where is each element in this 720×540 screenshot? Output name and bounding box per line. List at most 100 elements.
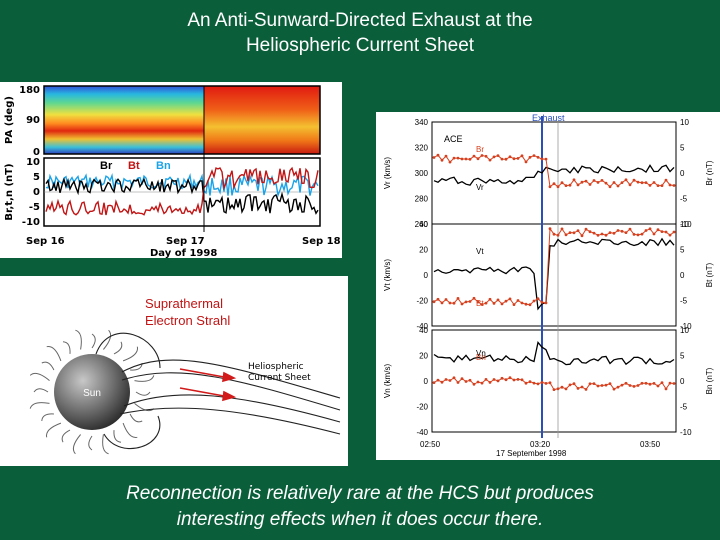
ace-b-point	[620, 229, 624, 233]
ace-b-point	[444, 154, 448, 158]
ace-b-point	[544, 301, 548, 305]
sun-icon	[54, 354, 130, 430]
ace-b-point	[464, 300, 468, 304]
ace-b-point	[508, 376, 512, 380]
ace-b-point	[448, 301, 452, 305]
ace-right-tick: 10	[680, 118, 689, 127]
ace-left-tick: 0	[424, 271, 429, 280]
ace-b-point	[596, 233, 600, 237]
ace-b-point	[636, 384, 640, 387]
legend-bt: Bt	[128, 160, 140, 172]
ace-b-point	[596, 181, 600, 184]
ace-b-point	[544, 157, 548, 161]
ace-b-point	[572, 382, 576, 386]
ace-b-point	[556, 185, 560, 189]
ace-b-point	[492, 302, 496, 305]
field-lines	[95, 332, 341, 450]
ace-left-tick: -40	[416, 428, 428, 437]
ace-b-point	[452, 376, 456, 380]
sun-ray	[29, 372, 50, 381]
ace-b-point	[480, 381, 484, 385]
ace-b-point	[648, 382, 652, 386]
slide-title: An Anti-Sunward-Directed Exhaust at the …	[0, 8, 720, 58]
ace-b-point	[464, 157, 468, 161]
ace-left-tick: -20	[416, 403, 428, 412]
ace-b-point	[444, 298, 448, 301]
hcs-label-line-2: Current Sheet	[248, 373, 311, 383]
ace-b-point	[436, 378, 440, 382]
ace-b-point	[664, 230, 668, 234]
ace-b-point	[604, 233, 608, 237]
ace-v-trace	[433, 237, 675, 311]
ace-b-point	[624, 381, 628, 385]
ace-right-tick: -5	[680, 297, 688, 306]
ace-b-label: Br	[476, 145, 484, 154]
pitch-angle-figure: PA (deg) Br,t,n (nT) 180 90 0 10 5 0 -5 -10 Br …	[0, 82, 342, 258]
sun-ray	[46, 346, 62, 362]
ace-date-label: 17 September 1998	[496, 449, 567, 458]
ace-b-point	[628, 384, 632, 387]
ace-subplot	[431, 223, 677, 327]
ace-b-point	[536, 297, 540, 301]
ace-b-point	[472, 382, 476, 386]
ace-b-point	[656, 184, 660, 187]
ace-b-point	[592, 231, 596, 235]
ace-b-point	[552, 388, 556, 391]
strahl-arrows	[179, 368, 237, 402]
ace-v-trace	[433, 164, 675, 186]
ace-b-point	[660, 230, 664, 233]
ace-left-tick: -40	[416, 322, 428, 331]
ace-b-point	[500, 376, 504, 380]
sun-ray	[113, 341, 123, 355]
ace-b-point	[524, 381, 528, 385]
ace-b-point	[480, 154, 484, 157]
ace-b-point	[576, 229, 580, 232]
ace-b-point	[584, 179, 588, 183]
caption-line-1: Reconnection is relatively rare at the H…	[126, 483, 594, 504]
ace-b-point	[472, 154, 476, 158]
ace-b-point	[484, 301, 488, 305]
ace-xtick-0: 02:50	[420, 440, 441, 449]
ace-right-tick: -10	[680, 428, 692, 437]
ace-b-point	[508, 155, 512, 159]
ace-b-point	[484, 378, 488, 381]
ace-left-tick: 300	[415, 169, 429, 178]
ace-b-point	[432, 300, 436, 304]
field-ytick: 0	[33, 187, 40, 198]
ace-b-point	[496, 379, 500, 383]
ace-left-tick: 0	[424, 377, 429, 386]
ace-b-point	[616, 229, 620, 232]
ace-b-point	[496, 154, 500, 157]
ace-b-point	[492, 378, 496, 381]
ace-b-point	[520, 378, 524, 382]
sun-ray	[62, 341, 71, 354]
ace-v-trace	[433, 340, 675, 366]
ace-b-point	[448, 160, 452, 164]
ace-left-tick: 280	[415, 195, 429, 204]
ace-b-point	[672, 230, 676, 234]
ace-b-point	[560, 385, 564, 389]
ace-b-point	[536, 382, 540, 386]
ace-b-point	[628, 227, 632, 231]
ace-b-point	[500, 157, 504, 161]
pa-xtick-1: Sep 17	[166, 236, 205, 247]
spectrogram-pre	[44, 86, 204, 154]
ace-b-point	[452, 301, 456, 305]
sun-ray	[129, 413, 143, 423]
pa-ytick: 90	[26, 115, 40, 126]
ace-b-point	[560, 181, 564, 185]
ace-b-point	[600, 232, 604, 236]
ace-b-point	[596, 384, 600, 388]
ace-right-tick: -10	[680, 220, 692, 229]
ace-left-tick: 20	[419, 352, 428, 361]
pa-xtick-0: Sep 16	[26, 236, 65, 247]
strahl-label-line-1: Suprathermal	[145, 296, 223, 311]
ace-b-point	[664, 387, 668, 391]
ace-b-point	[624, 231, 628, 234]
ace-b-point	[488, 158, 492, 162]
ace-b-point	[564, 387, 568, 391]
ace-b-point	[608, 185, 612, 189]
ace-b-point	[508, 297, 512, 301]
ace-b-point	[616, 385, 620, 389]
sun-ray	[91, 333, 96, 349]
